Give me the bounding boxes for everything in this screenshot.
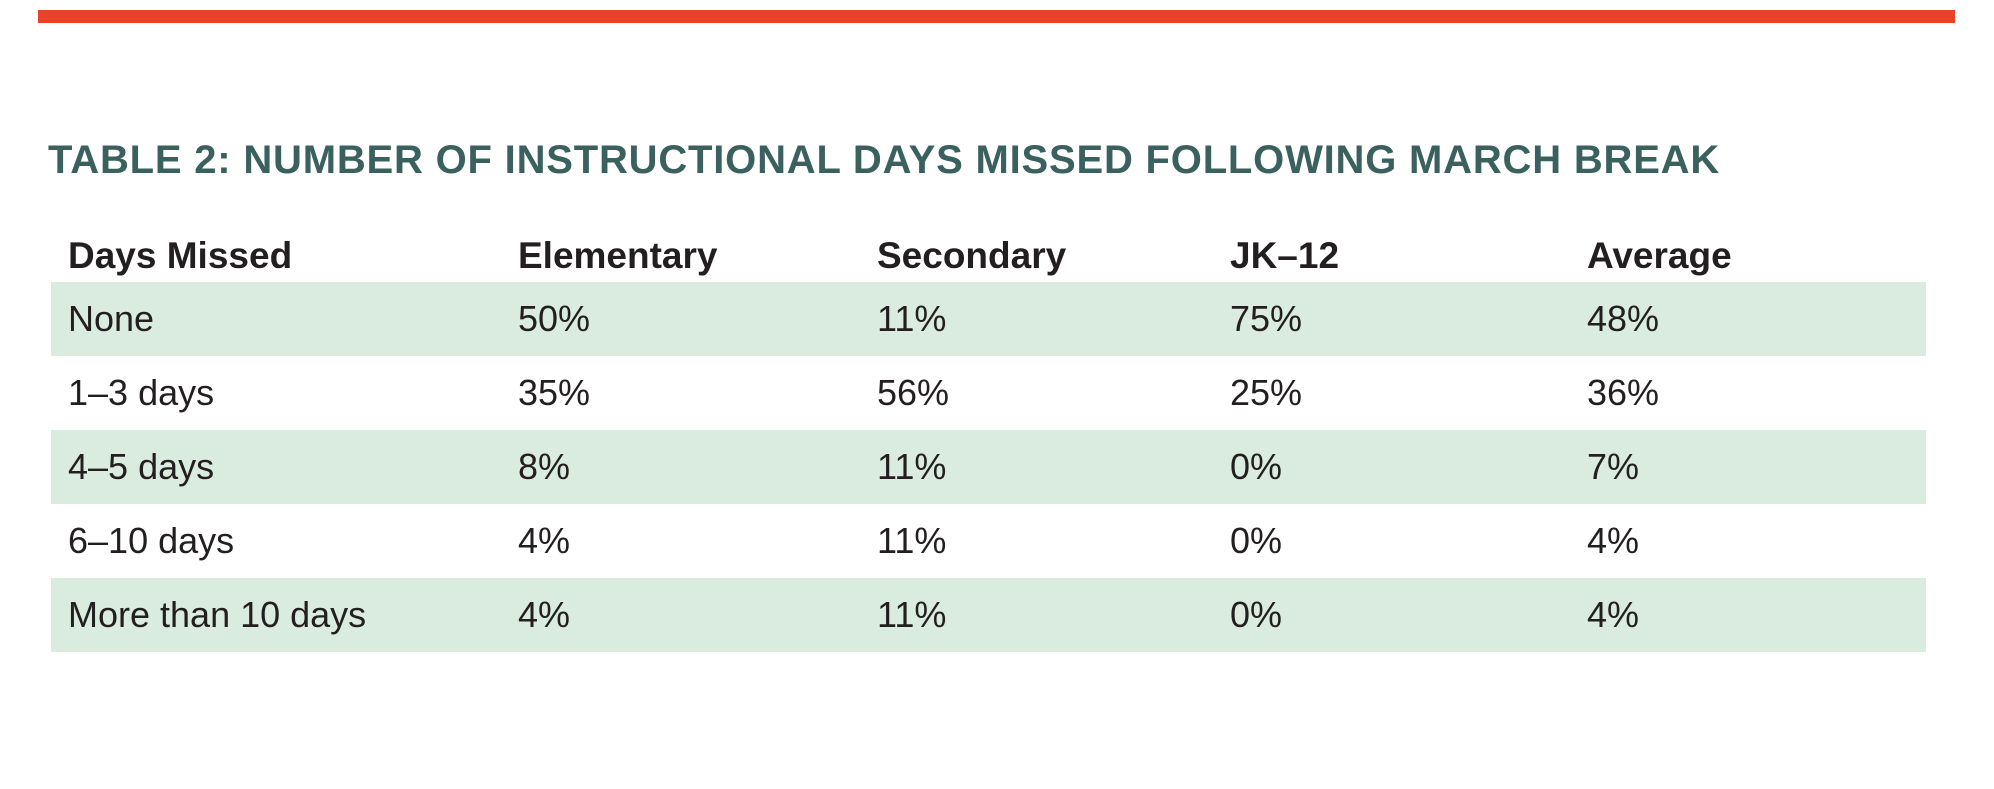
value-cell: 8% — [518, 446, 571, 487]
table-row: None 50% 11% 75% 48% — [51, 282, 1926, 356]
value-cell: 4% — [1587, 520, 1640, 561]
column-header-days-missed: Days Missed — [68, 235, 293, 276]
column-header-elementary: Elementary — [518, 235, 718, 276]
data-table: Days Missed Elementary Secondary JK–12 A… — [51, 230, 1926, 652]
value-cell: 50% — [518, 298, 591, 339]
value-cell: 4% — [518, 594, 571, 635]
value-cell: 4% — [518, 520, 571, 561]
table-title: TABLE 2: NUMBER OF INSTRUCTIONAL DAYS MI… — [48, 138, 1721, 182]
value-cell: 0% — [1230, 594, 1283, 635]
value-cell: 48% — [1587, 298, 1660, 339]
table-row: More than 10 days 4% 11% 0% 4% — [51, 578, 1926, 652]
value-cell: 4% — [1587, 594, 1640, 635]
row-label-cell: 1–3 days — [68, 372, 215, 413]
value-cell: 11% — [877, 446, 947, 487]
table-header-row: Days Missed Elementary Secondary JK–12 A… — [51, 230, 1926, 282]
row-label-cell: More than 10 days — [68, 594, 367, 635]
top-accent-bar — [38, 10, 1955, 23]
value-cell: 75% — [1230, 298, 1303, 339]
value-cell: 36% — [1587, 372, 1660, 413]
value-cell: 25% — [1230, 372, 1303, 413]
table-row: 4–5 days 8% 11% 0% 7% — [51, 430, 1926, 504]
value-cell: 11% — [877, 298, 947, 339]
table-row: 6–10 days 4% 11% 0% 4% — [51, 504, 1926, 578]
value-cell: 7% — [1587, 446, 1640, 487]
table-row: 1–3 days 35% 56% 25% 36% — [51, 356, 1926, 430]
value-cell: 0% — [1230, 520, 1283, 561]
column-header-secondary: Secondary — [877, 235, 1067, 276]
row-label-cell: 6–10 days — [68, 520, 235, 561]
column-header-average: Average — [1587, 235, 1732, 276]
value-cell: 35% — [518, 372, 591, 413]
value-cell: 11% — [877, 520, 947, 561]
row-label-cell: 4–5 days — [68, 446, 215, 487]
value-cell: 56% — [877, 372, 950, 413]
value-cell: 11% — [877, 594, 947, 635]
column-header-jk12: JK–12 — [1230, 235, 1340, 276]
value-cell: 0% — [1230, 446, 1283, 487]
row-label-cell: None — [68, 298, 155, 339]
